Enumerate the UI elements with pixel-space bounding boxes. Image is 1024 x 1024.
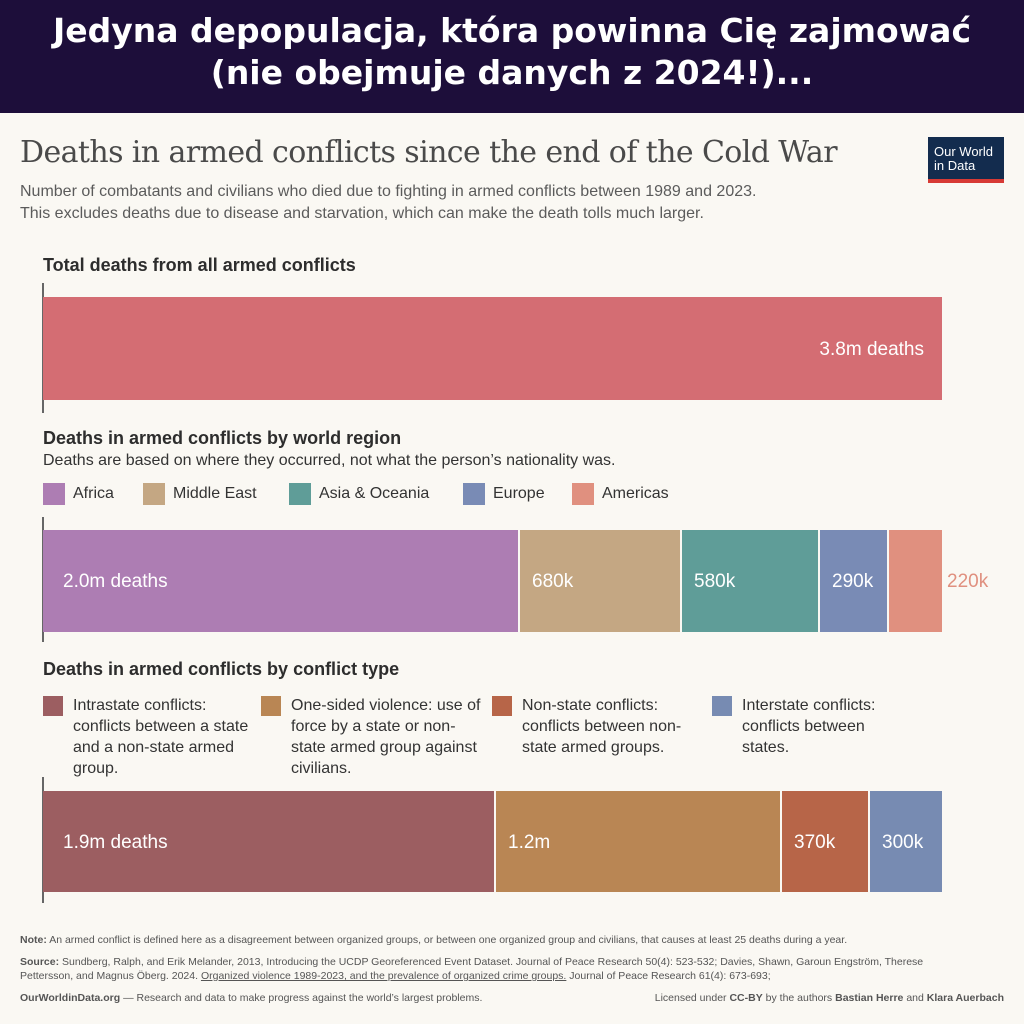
legend-swatch-europe bbox=[463, 483, 485, 505]
legend-swatch-non-state bbox=[492, 696, 512, 716]
region-bar-1 bbox=[520, 530, 680, 632]
section-region-subtitle: Deaths are based on where they occurred,… bbox=[43, 452, 616, 469]
section-type-title: Deaths in armed conflicts by conflict ty… bbox=[43, 659, 400, 679]
authors-and: and bbox=[906, 992, 924, 1004]
legend-swatch-intrastate bbox=[43, 696, 63, 716]
legend-swatch-americas bbox=[572, 483, 594, 505]
region-bar-2 bbox=[682, 530, 818, 632]
footer-source-1: Source: Sundberg, Ralph, and Erik Meland… bbox=[20, 956, 923, 968]
chart-title: Deaths in armed conflicts since the end … bbox=[20, 135, 838, 170]
region-label-1: 680k bbox=[532, 571, 574, 592]
type-bar-0 bbox=[43, 791, 494, 892]
legend-name-one-sided: One-sided violence: bbox=[291, 697, 433, 714]
legend-desc-intrastate: conflicts between a state and a non-stat… bbox=[73, 718, 249, 777]
type-label-0: 1.9m deaths bbox=[63, 832, 168, 853]
type-label-1: 1.2m bbox=[508, 832, 551, 853]
legend-non-state[interactable]: Non-state conflicts: conflicts between n… bbox=[492, 695, 702, 758]
legend-one-sided[interactable]: One-sided violence: use of force by a st… bbox=[261, 695, 481, 779]
note-text: An armed conflict is defined here as a d… bbox=[49, 934, 848, 946]
chart-subtitle-2: This excludes deaths due to disease and … bbox=[20, 205, 704, 222]
source-label: Source: bbox=[20, 956, 60, 968]
section-total-title: Total deaths from all armed conflicts bbox=[43, 255, 356, 275]
region-bar-4 bbox=[889, 530, 942, 632]
author-2: Klara Auerbach bbox=[926, 992, 1004, 1004]
legend-name-non-state: Non-state conflicts: bbox=[522, 697, 659, 714]
legend-desc-interstate: conflicts between states. bbox=[742, 718, 865, 756]
source-text-1: Sundberg, Ralph, and Erik Melander, 2013… bbox=[62, 956, 924, 968]
region-bar-0 bbox=[43, 530, 518, 632]
legend-label-europe: Europe bbox=[493, 485, 545, 502]
authors-pre: by the authors bbox=[765, 992, 833, 1004]
legend-europe[interactable]: Europe bbox=[463, 483, 545, 505]
footer-source-2: Pettersson, and Magnus Öberg. 2024. Orga… bbox=[20, 970, 771, 982]
note-label: Note: bbox=[20, 934, 47, 946]
region-label-4: 220k bbox=[947, 571, 989, 592]
section-region-title: Deaths in armed conflicts by world regio… bbox=[43, 428, 402, 448]
legend-name-interstate: Interstate conflicts: bbox=[742, 697, 876, 714]
legend-label-africa: Africa bbox=[73, 485, 114, 502]
legend-desc-one-sided: use of force by a state or non-state arm… bbox=[291, 697, 481, 777]
legend-interstate[interactable]: Interstate conflicts: conflicts between … bbox=[712, 695, 912, 758]
legend-middle-east[interactable]: Middle East bbox=[143, 483, 257, 505]
legend-intrastate[interactable]: Intrastate conflicts: conflicts between … bbox=[43, 695, 253, 779]
legend-swatch-asia-oceania bbox=[289, 483, 311, 505]
legend-label-americas: Americas bbox=[602, 485, 669, 502]
legend-label-asia-oceania: Asia & Oceania bbox=[319, 485, 430, 502]
source-link[interactable]: Organized violence 1989-2023, and the pr… bbox=[200, 970, 567, 982]
region-bar-3 bbox=[820, 530, 887, 632]
legend-swatch-one-sided bbox=[261, 696, 281, 716]
banner-line-2: (nie obejmuje danych z 2024!)... bbox=[210, 53, 814, 92]
legend-americas[interactable]: Americas bbox=[572, 483, 669, 505]
type-label-3: 300k bbox=[882, 832, 924, 853]
region-label-0: 2.0m deaths bbox=[63, 571, 168, 592]
logo-line-1: Our World bbox=[934, 144, 993, 159]
owid-logo[interactable]: Our World in Data bbox=[928, 137, 1004, 183]
legend-swatch-africa bbox=[43, 483, 65, 505]
logo-line-2: in Data bbox=[934, 158, 976, 173]
source-text-2b: Journal of Peace Research 61(4): 673-693… bbox=[569, 970, 771, 982]
bar-total bbox=[43, 297, 942, 400]
banner-line-1: Jedyna depopulacja, która powinna Cię za… bbox=[52, 11, 972, 50]
license-pre: Licensed under bbox=[654, 992, 727, 1004]
footer-note: Note: An armed conflict is defined here … bbox=[20, 934, 847, 946]
license-link[interactable]: CC-BY bbox=[729, 992, 763, 1004]
type-bar-2 bbox=[782, 791, 868, 892]
type-bar-1 bbox=[496, 791, 780, 892]
legend-label-middle-east: Middle East bbox=[173, 485, 257, 502]
footer-site: OurWorldinData.org — Research and data t… bbox=[20, 992, 482, 1004]
legend-name-intrastate: Intrastate conflicts: bbox=[73, 697, 207, 714]
legend-asia-oceania[interactable]: Asia & Oceania bbox=[289, 483, 429, 505]
author-1: Bastian Herre bbox=[835, 992, 904, 1004]
site-link[interactable]: OurWorldinData.org bbox=[20, 992, 121, 1004]
site-tagline: — Research and data to make progress aga… bbox=[123, 992, 483, 1004]
legend-swatch-interstate bbox=[712, 696, 732, 716]
legend-desc-non-state: conflicts between non-state armed groups… bbox=[522, 718, 682, 756]
region-label-3: 290k bbox=[832, 571, 874, 592]
label-total: 3.8m deaths bbox=[819, 339, 924, 360]
source-text-2a: Pettersson, and Magnus Öberg. 2024. bbox=[20, 970, 199, 982]
legend-swatch-middle-east bbox=[143, 483, 165, 505]
type-bar-3 bbox=[870, 791, 942, 892]
footer-license: Licensed under CC-BY by the authors Bast… bbox=[655, 992, 1004, 1004]
chart-subtitle-1: Number of combatants and civilians who d… bbox=[20, 183, 757, 200]
region-label-2: 580k bbox=[694, 571, 736, 592]
legend-africa[interactable]: Africa bbox=[43, 483, 114, 505]
banner: Jedyna depopulacja, która powinna Cię za… bbox=[0, 0, 1024, 113]
type-label-2: 370k bbox=[794, 832, 836, 853]
chart-card: Deaths in armed conflicts since the end … bbox=[0, 113, 1024, 1024]
